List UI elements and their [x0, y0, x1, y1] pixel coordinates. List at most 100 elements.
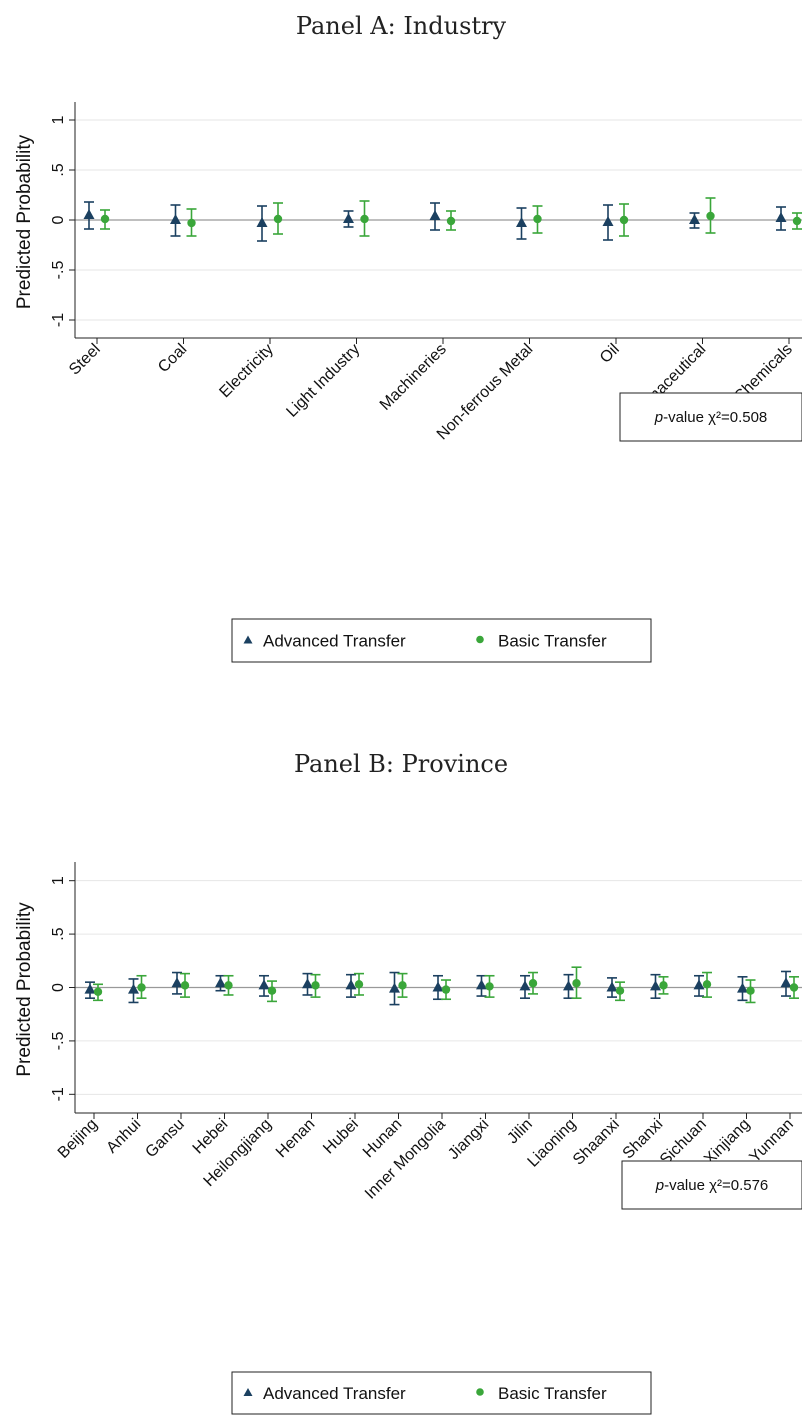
y-tick-label: -.5 — [50, 261, 67, 280]
point-basic-transfer — [267, 986, 277, 995]
x-tick-label: Hubei — [320, 1116, 362, 1158]
p-value-box — [621, 1160, 802, 1210]
legend-box — [231, 1371, 652, 1415]
point-basic-transfer — [615, 986, 625, 995]
legend-circle-icon — [476, 1388, 484, 1396]
legend-triangle-icon — [243, 1388, 253, 1396]
point-advanced-transfer — [602, 216, 614, 226]
point-advanced-transfer — [171, 977, 183, 988]
x-tick-label: Jilin — [504, 1116, 536, 1148]
y-tick-label: .5 — [50, 163, 67, 176]
y-tick-label: -1 — [50, 1087, 67, 1101]
y-axis-label: Predicted Probability — [14, 134, 35, 309]
y-tick-label: 1 — [50, 115, 67, 124]
point-basic-transfer — [706, 211, 715, 221]
point-advanced-transfer — [389, 982, 400, 993]
point-basic-transfer — [180, 981, 190, 990]
point-advanced-transfer — [650, 980, 661, 991]
point-basic-transfer — [224, 981, 233, 990]
point-basic-transfer — [398, 981, 407, 990]
x-tick-label: Jiangxi — [445, 1116, 492, 1163]
point-basic-transfer — [485, 982, 494, 991]
x-tick-label: Liaoning — [525, 1116, 580, 1171]
point-advanced-transfer — [302, 978, 313, 989]
point-advanced-transfer — [258, 979, 270, 990]
point-advanced-transfer — [563, 980, 574, 991]
legend-label-advanced: Advanced Transfer — [263, 632, 406, 651]
point-advanced-transfer — [343, 213, 354, 223]
point-basic-transfer — [100, 214, 110, 224]
point-advanced-transfer — [170, 214, 181, 224]
x-tick-label: Shaanxi — [570, 1116, 623, 1169]
point-basic-transfer — [789, 983, 799, 992]
y-tick-label: -.5 — [50, 1031, 67, 1050]
x-tick-label: Coal — [155, 341, 190, 376]
legend-circle-icon — [476, 635, 484, 644]
point-advanced-transfer — [84, 983, 96, 994]
point-advanced-transfer — [780, 977, 792, 988]
point-basic-transfer — [273, 214, 283, 224]
point-basic-transfer — [746, 986, 755, 995]
x-tick-label: Machineries — [377, 341, 450, 414]
point-advanced-transfer — [519, 980, 531, 991]
panel-industry: Panel A: Industry 1 .5 0 -.5 -1 Predicted Prob… — [14, 12, 802, 663]
point-advanced-transfer — [775, 212, 787, 222]
point-basic-transfer — [360, 214, 369, 224]
point-advanced-transfer — [693, 979, 705, 990]
x-tick-label: Hebei — [190, 1116, 232, 1158]
y-tick-label: .5 — [50, 927, 67, 940]
y-tick-label: 0 — [50, 215, 67, 224]
x-tick-label: Anhui — [103, 1116, 144, 1157]
x-tick-label: Gansu — [142, 1116, 187, 1161]
p-value-box — [619, 392, 802, 442]
x-tick-label: Non-ferrous Metal — [434, 341, 537, 444]
x-tick-label: Light Industry — [283, 341, 363, 421]
point-basic-transfer — [619, 215, 629, 225]
x-tick-label: Electricity — [216, 341, 276, 401]
point-advanced-transfer — [128, 983, 139, 994]
point-advanced-transfer — [737, 982, 748, 993]
chart-title: Panel B: Province — [294, 750, 508, 778]
x-tick-label: Inner Mongolia — [362, 1116, 449, 1203]
x-tick-label: Henan — [273, 1116, 318, 1161]
point-basic-transfer — [533, 214, 542, 224]
point-advanced-transfer — [476, 979, 487, 990]
point-basic-transfer — [572, 979, 581, 988]
point-advanced-transfer — [516, 217, 527, 227]
point-advanced-transfer — [432, 981, 444, 992]
y-tick-label: 0 — [50, 983, 67, 992]
chart-title: Panel A: Industry — [296, 12, 507, 40]
x-tick-label: Yunnan — [746, 1116, 796, 1166]
point-basic-transfer — [702, 980, 712, 989]
point-basic-transfer — [528, 979, 538, 988]
legend-label-basic: Basic Transfer — [498, 632, 607, 651]
x-tick-label: Oil — [597, 341, 623, 367]
y-tick-label: 1 — [50, 876, 67, 885]
y-tick-label: -1 — [50, 313, 67, 327]
point-basic-transfer — [441, 985, 451, 994]
point-advanced-transfer — [83, 209, 95, 219]
point-advanced-transfer — [429, 210, 441, 220]
point-basic-transfer — [93, 987, 103, 996]
legend-label-basic: Basic Transfer — [498, 1384, 607, 1403]
p-value-annotation: p-value χ²=0.576 — [655, 1177, 769, 1194]
point-basic-transfer — [792, 216, 802, 226]
point-basic-transfer — [446, 216, 456, 226]
point-advanced-transfer — [345, 979, 357, 990]
legend-box — [231, 618, 652, 663]
p-value-annotation: p-value χ²=0.508 — [654, 409, 768, 426]
point-basic-transfer — [311, 981, 320, 990]
point-basic-transfer — [354, 980, 364, 989]
x-tick-label: Beijing — [55, 1116, 101, 1162]
point-advanced-transfer — [689, 214, 700, 224]
x-tick-label: Xinjiang — [701, 1116, 753, 1168]
point-advanced-transfer — [215, 977, 226, 988]
y-axis-label: Predicted Probability — [14, 902, 35, 1077]
point-basic-transfer — [137, 983, 146, 992]
x-tick-label: Steel — [66, 341, 104, 379]
point-basic-transfer — [659, 981, 668, 990]
panel-province: Panel B: Province 1 .5 0 -.5 -1 Predicted Prob… — [14, 750, 802, 1415]
legend-label-advanced: Advanced Transfer — [263, 1384, 406, 1403]
point-advanced-transfer — [606, 981, 618, 992]
